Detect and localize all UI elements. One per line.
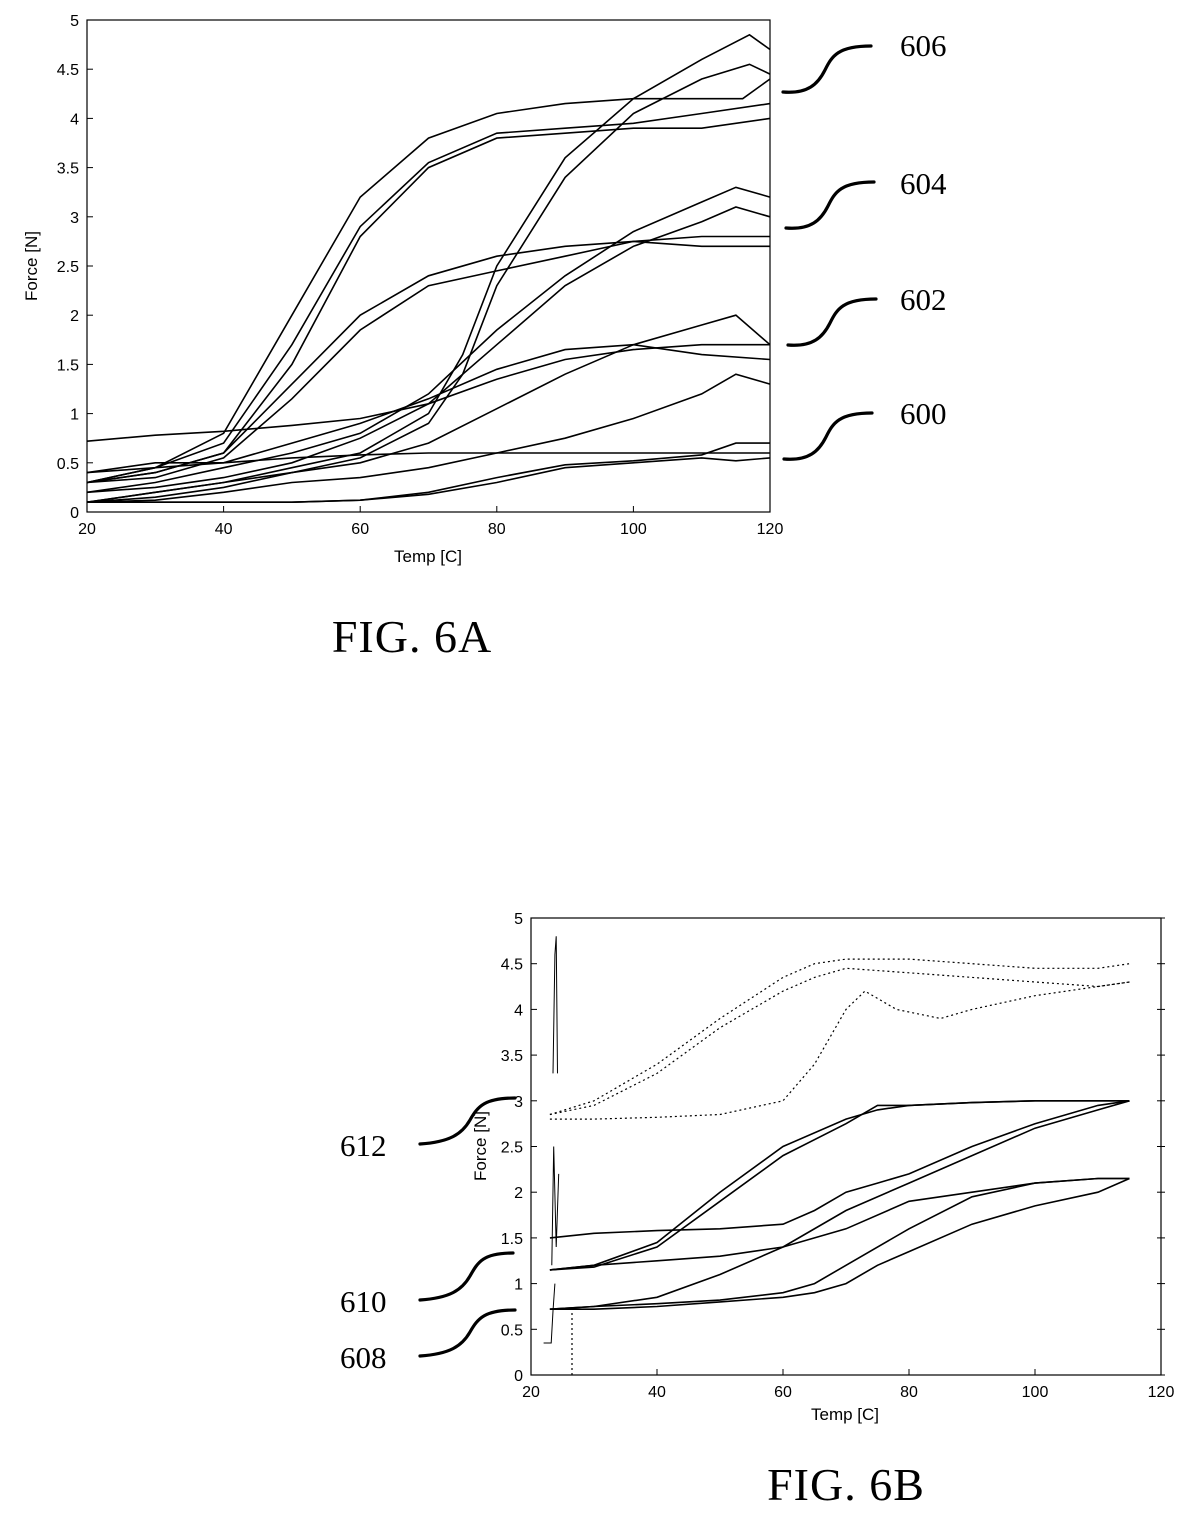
x-tick-label: 40 [215,521,233,538]
y-tick-label: 1.5 [57,357,79,374]
y-tick-label: 5 [70,13,79,30]
y-tick-label: 2 [514,1185,523,1202]
series-line-606 [86,63,771,503]
x-tick-label: 120 [757,521,784,538]
series-group [543,936,1130,1375]
series-line-610 [549,1100,1130,1239]
series-line-604 [86,240,770,484]
chart-fig-6a: 20 40 60 80 100 120 0 0.5 1 1.5 2 2.5 3 3.5 4 4.5 5 Temp… [22,13,947,662]
series-line-604 [86,206,771,494]
y-axis-label: Force [N] [471,1111,490,1181]
series-line-600 [87,457,771,503]
reference-labels: 606 604 602 600 [781,28,947,461]
leader-line-602 [786,297,878,347]
series-line-608 [549,1177,1130,1310]
leader-line-604 [784,180,876,230]
reference-label-610: 610 [340,1284,387,1319]
reference-label-600: 600 [900,396,947,431]
x-tick-label: 40 [648,1384,666,1401]
series-group [86,33,771,503]
tick-group: 20 40 60 80 100 120 0 0.5 1 1.5 2 2.5 3 3.5 4 4.5 5 [57,13,784,538]
x-axis-label: Temp [C] [811,1405,879,1424]
x-axis-label: Temp [C] [394,547,462,566]
series-line-604 [86,235,770,484]
y-tick-label: 4.5 [57,62,79,79]
y-tick-label: 4.5 [501,957,523,974]
x-tick-label: 60 [351,521,369,538]
leader-line-610 [418,1251,515,1302]
x-tick-label: 60 [774,1384,792,1401]
series-line-602 [86,373,771,503]
y-tick-label: 4 [514,1002,523,1019]
series-line-606 [86,33,771,503]
series-line-604 [86,186,771,494]
leader-line-612 [418,1096,517,1146]
leader-line-600 [782,411,874,461]
series-line-606 [86,78,771,474]
y-tick-label: 0.5 [57,456,79,473]
y-axis-label: Force [N] [22,231,41,301]
reference-label-604: 604 [900,166,947,201]
reference-label-602: 602 [900,282,947,317]
x-tick-label: 120 [1148,1384,1175,1401]
series-line-606 [86,102,771,484]
chart-frame [86,19,771,513]
series-line-610 [549,1100,1130,1271]
y-tick-label: 2.5 [57,259,79,276]
chart-frame [530,917,1162,1376]
series-line-602 [86,314,771,503]
series-line-612 [549,958,1130,1116]
series-line-612 [549,981,1130,1120]
series-line-608 [549,1100,1130,1310]
reference-labels: 612 610 608 [340,1096,517,1375]
y-tick-label: 3 [514,1094,523,1111]
reference-label-608: 608 [340,1340,387,1375]
series-line-610 [551,1146,560,1266]
leader-line-608 [418,1308,517,1358]
x-tick-label: 20 [78,521,96,538]
y-tick-label: 3.5 [57,161,79,178]
reference-label-606: 606 [900,28,947,63]
x-tick-label: 80 [488,521,506,538]
y-tick-label: 3.5 [501,1048,523,1065]
chart-fig-6b: 20 40 60 80 100 120 0 0.5 1 1.5 2 2.5 3 3.5 4 4.5 5 Temp… [340,911,1174,1510]
leader-line-606 [781,44,873,94]
x-tick-label: 100 [620,521,647,538]
x-tick-label: 20 [522,1384,540,1401]
series-line-602 [86,343,771,484]
y-tick-label: 1 [70,407,79,424]
y-tick-label: 1.5 [501,1231,523,1248]
series-line-608 [543,1283,556,1344]
y-tick-label: 4 [70,111,79,128]
y-tick-label: 1 [514,1277,523,1294]
y-tick-label: 0.5 [501,1322,523,1339]
figure-label: FIG. 6B [767,1459,925,1510]
series-line-612 [549,967,1130,1116]
series-line-608 [549,1177,1130,1310]
reference-label-612: 612 [340,1128,387,1163]
y-tick-label: 5 [514,911,523,928]
series-line-600 [86,452,770,474]
x-tick-label: 100 [1022,1384,1049,1401]
y-tick-label: 3 [70,210,79,227]
series-line-610 [549,1177,1130,1271]
series-line-606 [86,117,771,484]
series-line-612 [552,936,558,1074]
y-tick-label: 2.5 [501,1140,523,1157]
x-tick-label: 80 [900,1384,918,1401]
y-tick-label: 2 [70,308,79,325]
figure-label: FIG. 6A [332,611,492,662]
y-tick-label: 0 [70,505,79,522]
series-line-600 [87,442,770,503]
y-tick-label: 0 [514,1368,523,1385]
tick-group: 20 40 60 80 100 120 0 0.5 1 1.5 2 2.5 3 3.5 4 4.5 5 [501,911,1175,1401]
